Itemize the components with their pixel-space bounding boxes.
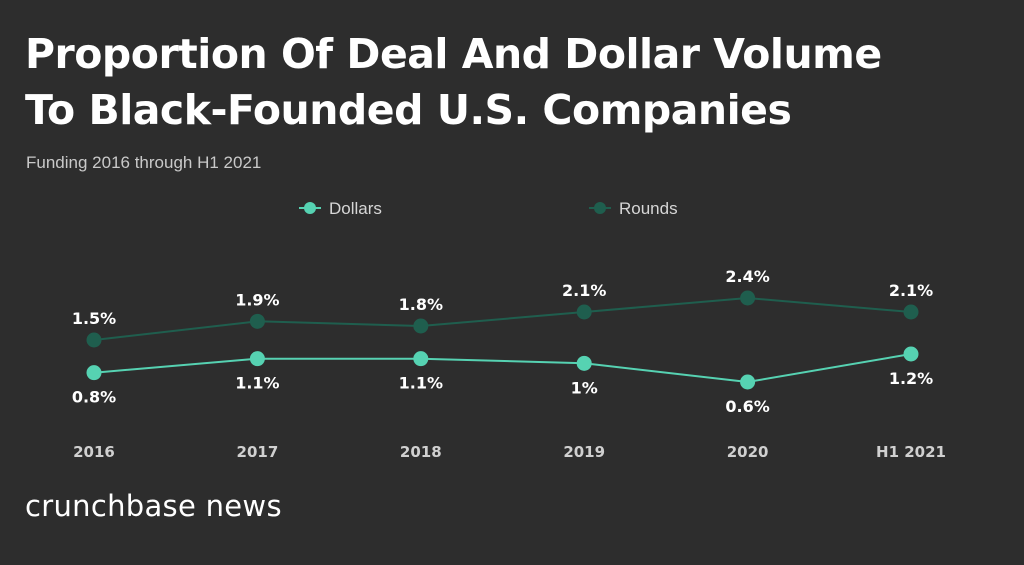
x-axis: 2016 2017 2018 2019 2020 H1 2021 — [73, 443, 946, 461]
data-point-dollars-h1-2021 — [903, 346, 919, 362]
data-label-rounds-h1-2021: 2.1% — [889, 281, 933, 300]
data-point-rounds-2017 — [249, 313, 265, 329]
data-point-dollars-2020 — [740, 374, 756, 390]
data-label-rounds-2019: 2.1% — [562, 281, 606, 300]
data-label-rounds-2018: 1.8% — [399, 295, 443, 314]
x-tick-label-2016: 2016 — [73, 443, 115, 461]
data-label-dollars-2017: 1.1% — [235, 374, 279, 393]
data-label-rounds-2020: 2.4% — [725, 267, 769, 286]
legend-marker-dollars — [304, 202, 316, 214]
legend-marker-rounds — [594, 202, 606, 214]
x-tick-label-2020: 2020 — [727, 443, 769, 461]
series-line-dollars — [93, 353, 912, 384]
data-label-dollars-2016: 0.8% — [72, 388, 116, 407]
data-point-dollars-2018 — [413, 351, 429, 367]
legend-label-rounds: Rounds — [619, 199, 678, 218]
series-dollars: 0.8% 1.1% 1.1% 1% 0.6% 1.2% — [72, 346, 933, 416]
data-point-rounds-2016 — [86, 332, 102, 348]
chart-legend: Dollars Rounds — [299, 199, 678, 218]
x-tick-label-2017: 2017 — [237, 443, 279, 461]
brand-logo: crunchbase news — [25, 489, 282, 523]
chart-title-line-2: To Black-Founded U.S. Companies — [25, 86, 792, 134]
data-label-dollars-2019: 1% — [571, 378, 598, 397]
series-line-rounds — [93, 296, 912, 341]
series-layer: 0.8% 1.1% 1.1% 1% 0.6% 1.2% 1.5% 1.9% 1.8% 2.1% 2.… — [72, 267, 933, 416]
data-label-rounds-2017: 1.9% — [235, 290, 279, 309]
data-point-rounds-h1-2021 — [903, 304, 919, 320]
chart-title-line-1: Proportion Of Deal And Dollar Volume — [25, 30, 882, 78]
chart-subtitle: Funding 2016 through H1 2021 — [26, 153, 262, 172]
data-label-dollars-2018: 1.1% — [399, 374, 443, 393]
data-label-rounds-2016: 1.5% — [72, 309, 116, 328]
data-point-dollars-2019 — [576, 355, 592, 371]
x-tick-label-2018: 2018 — [400, 443, 442, 461]
chart-title: Proportion Of Deal And Dollar Volume To … — [25, 26, 985, 138]
data-point-rounds-2020 — [740, 290, 756, 306]
data-point-dollars-2016 — [86, 365, 102, 381]
series-rounds: 1.5% 1.9% 1.8% 2.1% 2.4% 2.1% — [72, 267, 933, 348]
data-point-dollars-2017 — [249, 351, 265, 367]
data-point-rounds-2019 — [576, 304, 592, 320]
data-label-dollars-2020: 0.6% — [725, 397, 769, 416]
data-label-dollars-h1-2021: 1.2% — [889, 369, 933, 388]
legend-label-dollars: Dollars — [329, 199, 382, 218]
data-point-rounds-2018 — [413, 318, 429, 334]
x-tick-label-2019: 2019 — [563, 443, 605, 461]
x-tick-label-h1-2021: H1 2021 — [876, 443, 946, 461]
